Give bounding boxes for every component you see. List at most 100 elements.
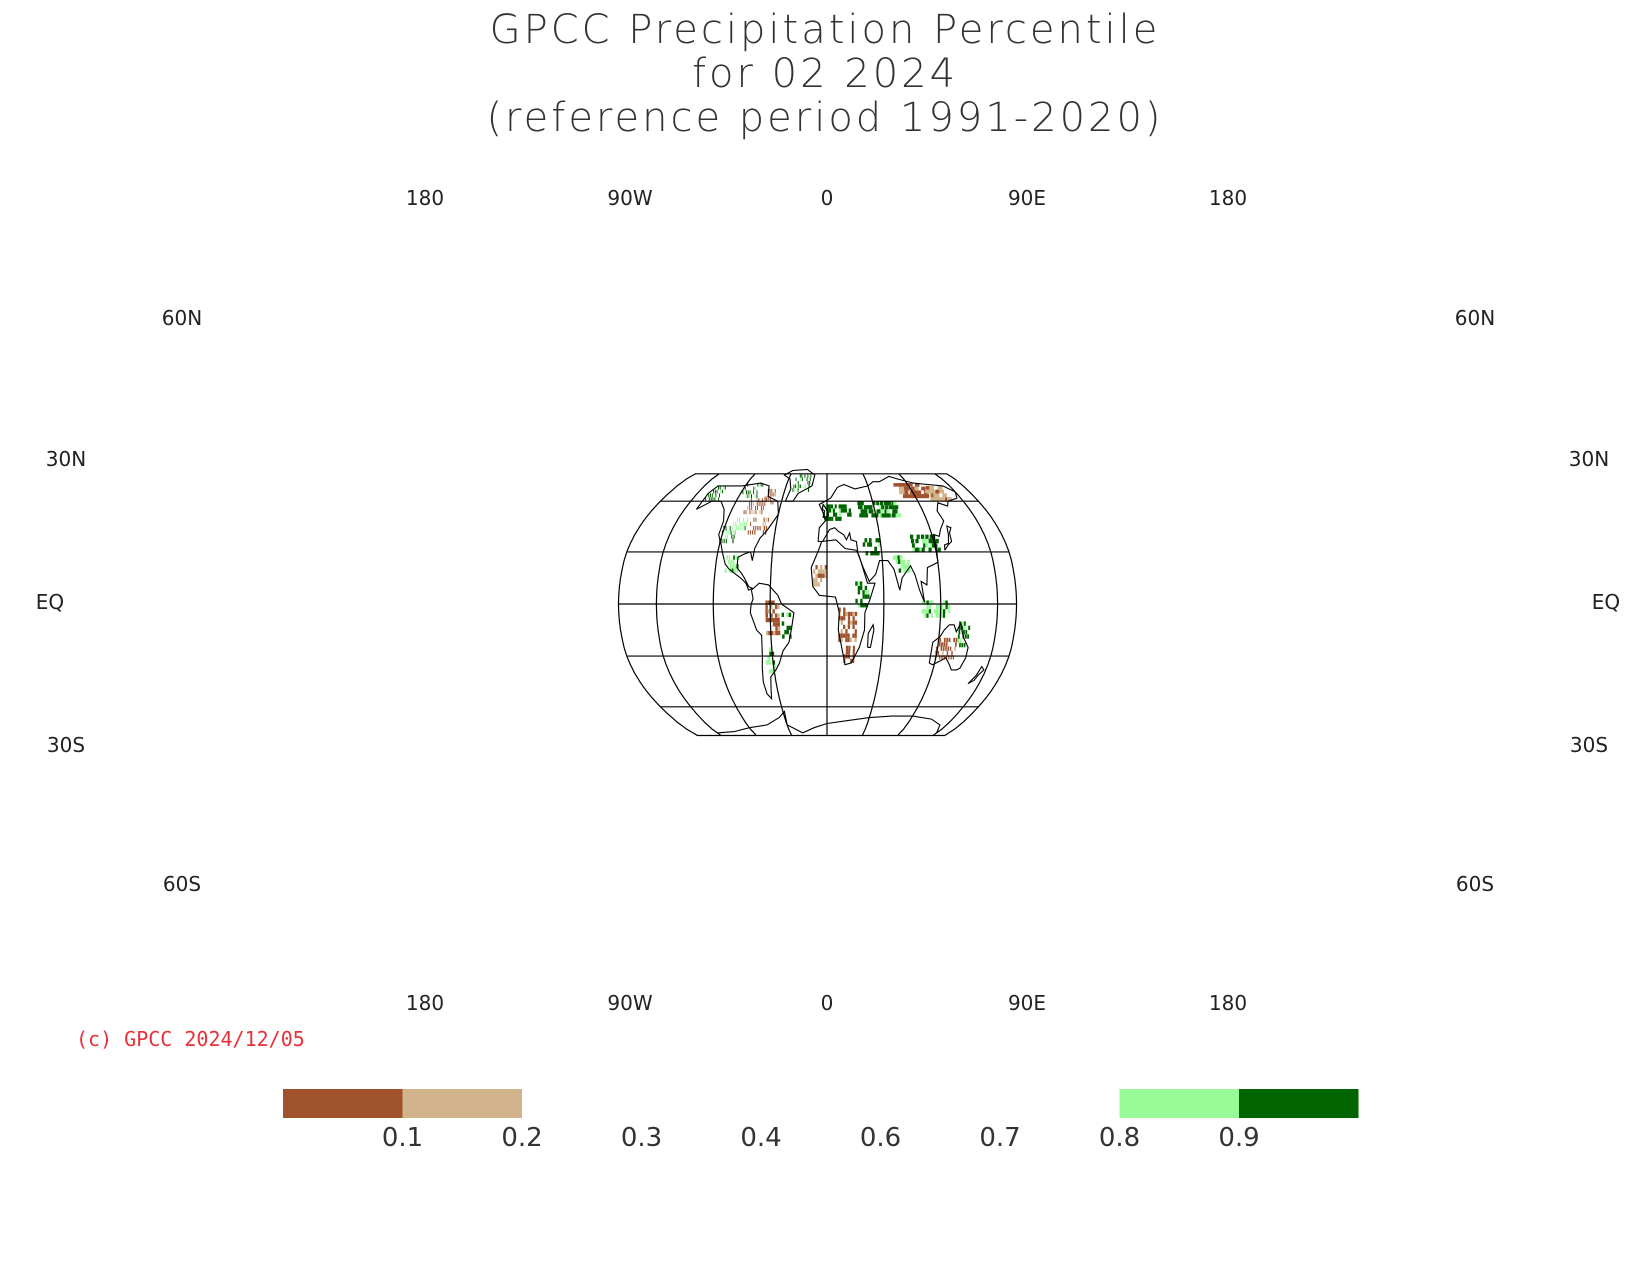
precip-cell [938, 609, 941, 614]
precip-cell [747, 506, 749, 511]
precip-cell [933, 609, 936, 614]
precip-cell [765, 526, 768, 531]
precip-cell [729, 526, 731, 531]
precip-cell [940, 609, 943, 614]
precip-cell [852, 620, 855, 625]
precip-cell [921, 600, 925, 605]
precip-cell [859, 501, 862, 506]
precip-cell [957, 634, 960, 639]
lat-label-left-60n: 60N [162, 306, 202, 330]
precip-cell [827, 508, 829, 513]
region-central-us-wet [731, 517, 749, 535]
precip-cell [813, 569, 816, 574]
precip-cell [809, 477, 811, 481]
precip-cell [893, 483, 898, 487]
precip-cell [939, 637, 942, 643]
precip-cell [904, 490, 909, 495]
precip-cell [732, 559, 735, 564]
map-title: GPCC Precipitation Percentile for 02 202… [0, 8, 1650, 140]
precip-cell [916, 534, 920, 539]
precip-cell [765, 617, 769, 623]
precip-cell [862, 594, 865, 599]
precip-cell [839, 516, 842, 521]
precip-cell [742, 490, 744, 495]
precip-cell [792, 488, 794, 492]
precip-cell [737, 555, 740, 560]
precip-cell [947, 604, 951, 610]
precip-cell [931, 613, 934, 618]
meridian-60 [861, 473, 885, 736]
precip-cell [840, 620, 843, 625]
precip-cell [951, 650, 953, 656]
coast-north-america [695, 482, 779, 591]
precip-cell [764, 500, 766, 505]
precip-cell [708, 493, 710, 498]
precip-cell [725, 526, 727, 531]
precip-cell [808, 484, 810, 489]
precip-cell [891, 513, 895, 518]
precip-cell [870, 509, 874, 514]
coast-africa [810, 539, 876, 666]
legend-tick-2: 0.3 [621, 1123, 662, 1153]
precip-cell [942, 650, 944, 656]
precip-cell [755, 506, 757, 511]
precip-cell [860, 509, 864, 514]
precip-cell [952, 655, 954, 660]
precip-cell [839, 512, 842, 517]
lon-label-top-90w: 90W [607, 186, 652, 210]
precip-cell [771, 488, 773, 493]
precip-cell [928, 600, 932, 605]
precip-cell [726, 555, 728, 560]
precip-cell [941, 655, 943, 660]
precip-cell [877, 551, 880, 556]
region-great-lakes-dry [747, 517, 769, 535]
precip-cell [865, 513, 869, 518]
precip-cell [854, 611, 858, 617]
precip-cell [928, 538, 932, 544]
precip-cell [750, 498, 752, 502]
precip-cell [947, 646, 949, 651]
precip-cell [840, 616, 843, 621]
precip-cell [749, 490, 751, 495]
precip-cell [815, 578, 818, 583]
precip-cell [849, 637, 852, 643]
precip-cell [894, 509, 898, 514]
precip-cell [855, 581, 858, 586]
legend-swatch-1 [402, 1089, 522, 1118]
precip-cell [837, 516, 840, 521]
precip-cell [761, 510, 763, 515]
precip-cell [769, 669, 772, 674]
precip-cell [757, 483, 759, 487]
legend-swatch-4 [761, 1089, 881, 1118]
precip-cell [852, 645, 855, 650]
precip-cell [865, 551, 869, 556]
precip-cell [775, 492, 777, 497]
precip-cell [762, 483, 764, 487]
precip-cell [943, 642, 946, 647]
precip-cell [905, 486, 910, 491]
precip-cell [824, 565, 827, 570]
precip-cell [916, 490, 922, 495]
precip-cell [897, 555, 901, 560]
precip-cell [950, 655, 952, 660]
precip-cell [800, 484, 802, 489]
coastlines [695, 468, 985, 734]
precip-cell [768, 630, 771, 636]
legend-swatch-5 [880, 1089, 1000, 1118]
precip-cell [867, 505, 871, 510]
precip-cell [765, 517, 767, 522]
precip-cell [848, 650, 851, 655]
precip-cell [732, 564, 734, 569]
lon-label-top-90e: 90E [1008, 186, 1046, 210]
region-congo-dry [838, 607, 858, 643]
precip-cell [731, 568, 734, 573]
lon-label-bottom-0: 0 [821, 991, 834, 1015]
precip-cell [825, 516, 827, 521]
meridian--180 [655, 473, 722, 736]
precip-cell [774, 488, 776, 493]
precip-cell [917, 547, 921, 552]
precip-cell [963, 625, 966, 630]
precip-cell [878, 542, 881, 547]
precip-cell [867, 594, 870, 599]
precip-cell [946, 650, 949, 656]
